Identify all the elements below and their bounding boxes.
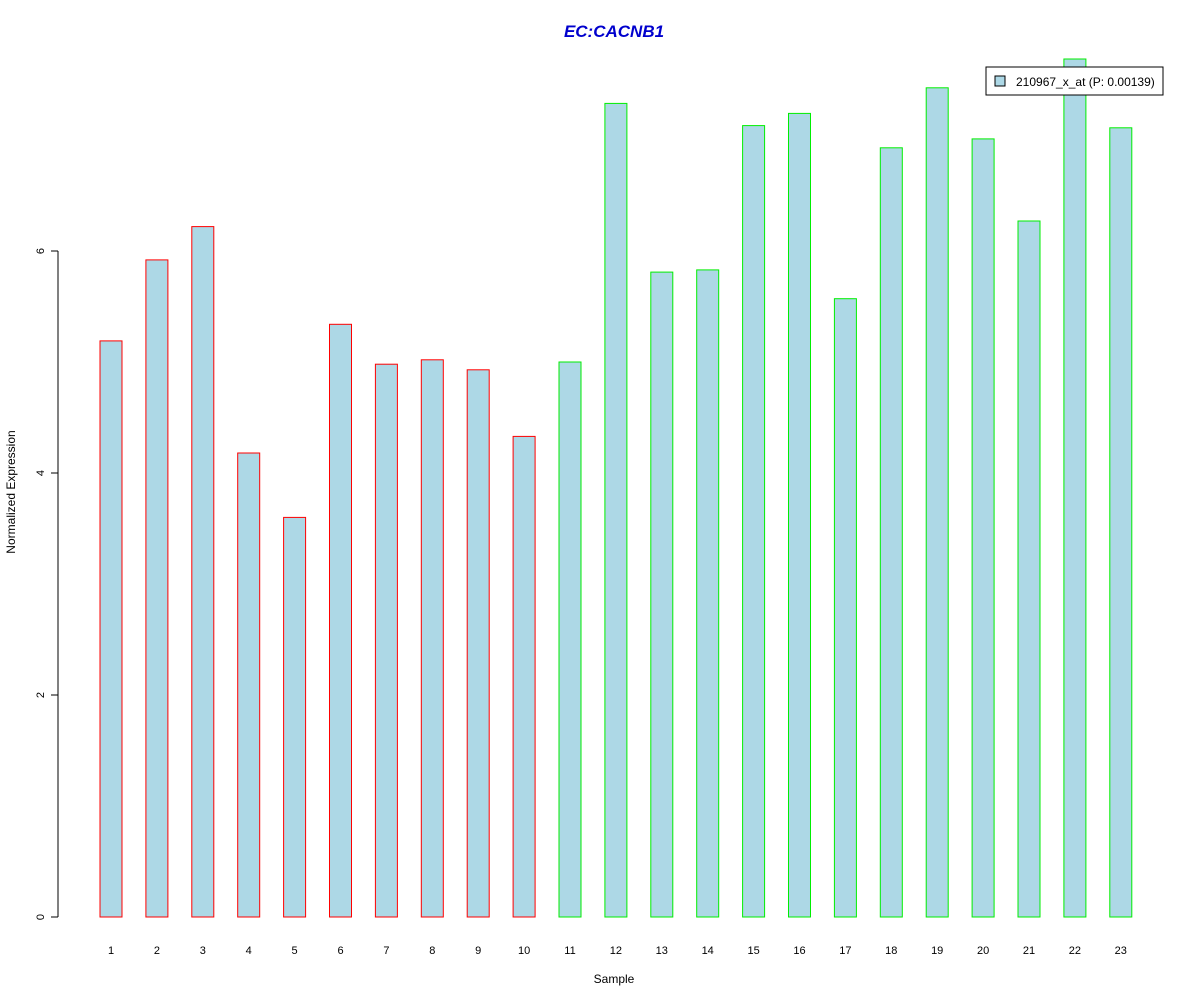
bar-sample-19 xyxy=(925,87,949,918)
bar-sample-10 xyxy=(512,435,536,918)
y-axis-label: Normalized Expression xyxy=(4,430,18,553)
legend: 210967_x_at (P: 0.00139) xyxy=(985,66,1164,96)
bar-sample-16 xyxy=(788,112,811,918)
y-tick-label: 6 xyxy=(35,248,47,254)
legend-box xyxy=(985,66,1164,96)
bar-sample-4 xyxy=(237,452,261,918)
chart-title: EC:CACNB1 xyxy=(564,22,664,41)
x-tick-label: 1 xyxy=(108,945,114,957)
bar-sample-14 xyxy=(696,269,720,918)
x-tick-label: 8 xyxy=(429,945,435,957)
bar-sample-21 xyxy=(1017,220,1041,918)
x-tick-label: 16 xyxy=(793,945,805,957)
x-tick-label: 22 xyxy=(1069,945,1081,957)
bar-sample-23 xyxy=(1109,127,1133,918)
x-tick-label: 11 xyxy=(564,945,575,957)
bar-sample-11 xyxy=(558,361,582,918)
bar-sample-6 xyxy=(329,323,352,918)
bar-sample-3 xyxy=(191,226,215,918)
x-tick-label: 9 xyxy=(475,945,481,957)
y-axis: 0 2 4 6 xyxy=(35,248,59,920)
legend-swatch xyxy=(994,75,1006,87)
x-tick-label: 21 xyxy=(1023,945,1035,957)
x-tick-label: 18 xyxy=(885,945,897,957)
bar-sample-8 xyxy=(420,359,444,918)
x-tick-label: 17 xyxy=(839,945,851,957)
bar-sample-2 xyxy=(145,259,169,918)
bar-sample-22 xyxy=(1063,58,1087,918)
legend-label: 210967_x_at (P: 0.00139) xyxy=(1016,75,1155,89)
bar-sample-13 xyxy=(650,271,674,918)
x-tick-label: 12 xyxy=(610,945,622,957)
x-tick-label: 20 xyxy=(977,945,989,957)
x-tick-label: 10 xyxy=(518,945,530,957)
y-tick-label: 2 xyxy=(35,692,47,698)
x-tick-label: 6 xyxy=(337,945,343,957)
bar-sample-5 xyxy=(283,516,307,918)
x-tick-label: 4 xyxy=(246,945,252,957)
bar-sample-20 xyxy=(971,138,995,918)
bars xyxy=(99,58,1133,918)
bar-sample-7 xyxy=(374,363,398,918)
y-tick-label: 4 xyxy=(35,470,47,476)
x-axis-ticks: 1 2 3 4 5 6 7 8 9 10 11 12 13 14 15 16 17 18 19 20 21 22 23 xyxy=(108,945,1127,957)
x-tick-label: 13 xyxy=(656,945,668,957)
x-tick-label: 2 xyxy=(154,945,160,957)
x-tick-label: 7 xyxy=(383,945,389,957)
x-tick-label: 15 xyxy=(747,945,759,957)
bar-sample-1 xyxy=(99,340,123,918)
x-tick-label: 19 xyxy=(931,945,943,957)
bar-sample-17 xyxy=(833,298,857,918)
bar-sample-9 xyxy=(466,369,490,918)
bar-sample-12 xyxy=(604,102,628,918)
x-tick-label: 23 xyxy=(1115,945,1127,957)
bar-sample-15 xyxy=(742,125,766,918)
y-tick-label: 0 xyxy=(35,914,47,920)
x-axis-label: Sample xyxy=(594,972,635,986)
bar-sample-18 xyxy=(879,147,903,918)
x-tick-label: 5 xyxy=(292,945,298,957)
x-tick-label: 3 xyxy=(200,945,206,957)
x-tick-label: 14 xyxy=(702,945,714,957)
